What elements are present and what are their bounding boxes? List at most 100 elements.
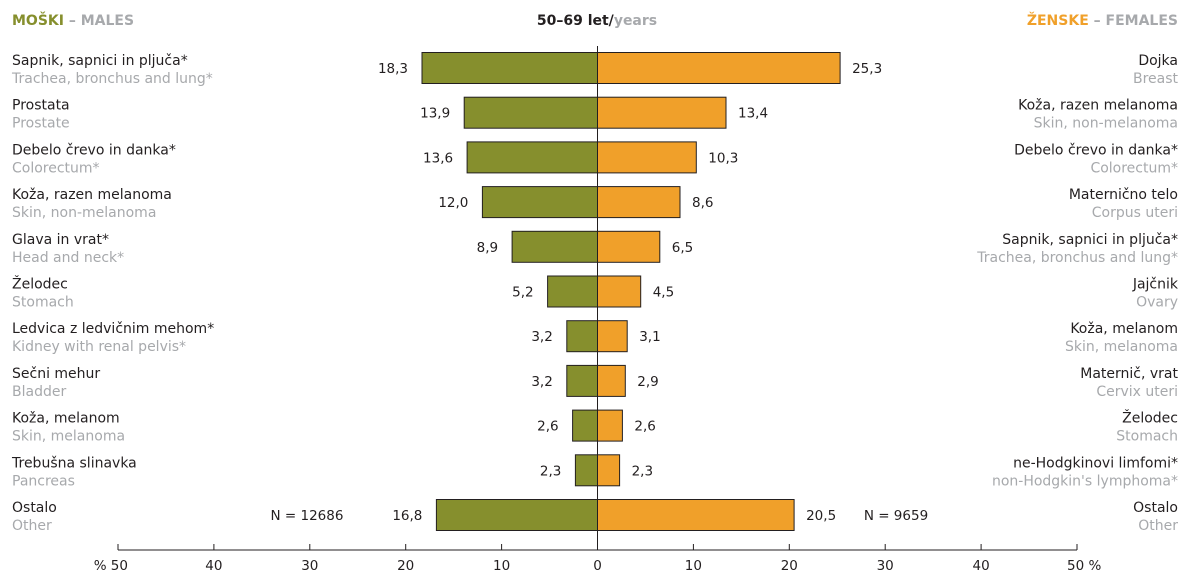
females-bar	[597, 141, 697, 174]
males-category-label: Koža, melanom	[12, 411, 120, 427]
females-value-label: 2,6	[634, 419, 655, 435]
males-category-label-en: Stomach	[12, 295, 74, 311]
females-category-label-en: Breast	[1133, 71, 1179, 87]
females-category-label-en: Cervix uteri	[1096, 384, 1178, 400]
females-bar	[597, 52, 841, 84]
males-category-label: Ledvica z ledvičnim mehom*	[12, 321, 214, 337]
tick-label: 50 %	[1067, 558, 1101, 574]
males-category-label-en: Kidney with renal pelvis*	[12, 339, 186, 355]
males-bar	[572, 409, 598, 442]
females-bar	[597, 96, 727, 129]
females-category-label: Dojka	[1138, 53, 1178, 69]
females-bar	[597, 409, 623, 442]
tick-label: 0	[593, 558, 602, 574]
tick-label: 30	[877, 558, 894, 574]
females-category-label-en: Ovary	[1136, 295, 1178, 311]
males-category-label: Trebušna slinavka	[11, 455, 137, 471]
females-value-label: 8,6	[692, 195, 713, 211]
males-value-label: 16,8	[392, 508, 422, 524]
males-bar	[466, 141, 598, 174]
females-bar	[597, 499, 795, 531]
females-category-label-en: Corpus uteri	[1092, 205, 1178, 221]
males-category-label: Debelo črevo in danka*	[12, 142, 176, 158]
males-category-label: Koža, razen melanoma	[12, 187, 172, 203]
males-bar	[566, 364, 598, 397]
females-category-label-en: Trachea, bronchus and lung*	[976, 250, 1178, 266]
females-value-label: 13,4	[738, 106, 768, 122]
males-category-label-en: Skin, melanoma	[12, 429, 125, 445]
tick-label: 40	[973, 558, 990, 574]
females-category-label: Koža, melanom	[1070, 321, 1178, 337]
males-bar	[566, 320, 598, 353]
males-value-label: 12,0	[438, 195, 468, 211]
males-value-label: 18,3	[378, 61, 408, 77]
males-value-label: 3,2	[531, 374, 552, 390]
males-bar	[421, 52, 598, 84]
tick-label: 40	[205, 558, 222, 574]
males-bar	[511, 230, 598, 263]
tick-label: % 50	[94, 558, 128, 574]
females-category-label-en: non-Hodgkin's lymphoma*	[992, 473, 1178, 489]
females-category-label-en: Skin, melanoma	[1065, 339, 1178, 355]
females-category-label: Sapnik, sapnici in pljuča*	[1002, 232, 1178, 248]
females-bar	[597, 275, 642, 308]
females-category-label: Maternič, vrat	[1080, 366, 1178, 382]
males-value-label: 8,9	[477, 240, 498, 256]
x-axis: % 50 40 30 20 10 0 10 20 30 40 50 %	[94, 46, 1101, 574]
females-value-label: 20,5	[806, 508, 836, 524]
males-category-label-en: Head and neck*	[12, 250, 124, 266]
females-category-label-en: Other	[1138, 518, 1178, 534]
males-bar	[547, 275, 598, 308]
males-bar	[574, 454, 599, 487]
females-bar	[597, 186, 681, 219]
males-total: N = 12686	[271, 508, 344, 524]
females-category-label: Ostalo	[1133, 500, 1178, 516]
males-bar	[481, 186, 598, 219]
females-category-label-en: Stomach	[1116, 429, 1178, 445]
tick-label: 20	[781, 558, 798, 574]
females-category-label: Jajčnik	[1132, 277, 1179, 293]
males-value-label: 5,2	[512, 285, 533, 301]
males-category-label-en: Skin, non-melanoma	[12, 205, 156, 221]
tick-label: 10	[685, 558, 702, 574]
males-category-label-en: Prostate	[12, 116, 70, 132]
males-category-label-en: Bladder	[12, 384, 66, 400]
males-bar	[435, 499, 598, 531]
males-value-label: 13,9	[420, 106, 450, 122]
males-category-label-en: Other	[12, 518, 52, 534]
females-category-label-en: Skin, non-melanoma	[1034, 116, 1178, 132]
females-total: N = 9659	[864, 508, 928, 524]
tick-label: 30	[301, 558, 318, 574]
bars-layer	[421, 52, 841, 531]
females-bar	[597, 230, 661, 263]
males-value-label: 13,6	[423, 150, 453, 166]
chart-title: 50–69 let/years	[537, 13, 657, 29]
labels-layer: 18,3 Sapnik, sapnici in pljuča* Trachea, b…	[11, 53, 1179, 534]
females-category-label: Debelo črevo in danka*	[1014, 142, 1178, 158]
females-value-label: 2,9	[637, 374, 658, 390]
females-category-label: Koža, razen melanoma	[1018, 98, 1178, 114]
males-header: MOŠKI – MALES	[12, 11, 134, 29]
males-value-label: 3,2	[531, 329, 552, 345]
females-category-label: Želodec	[1122, 409, 1178, 427]
tick-label: 20	[397, 558, 414, 574]
tick-label: 10	[493, 558, 510, 574]
males-category-label: Glava in vrat*	[12, 232, 109, 248]
males-category-label: Sapnik, sapnici in pljuča*	[12, 53, 188, 69]
females-header: ŽENSKE – FEMALES	[1027, 12, 1178, 29]
females-value-label: 25,3	[852, 61, 882, 77]
females-value-label: 10,3	[708, 150, 738, 166]
females-value-label: 6,5	[672, 240, 693, 256]
females-bar	[597, 454, 621, 487]
females-bar	[597, 320, 628, 353]
males-category-label: Želodec	[12, 275, 68, 293]
males-category-label: Ostalo	[12, 500, 57, 516]
males-category-label: Sečni mehur	[12, 366, 100, 382]
males-category-label: Prostata	[12, 98, 70, 114]
females-category-label: ne-Hodgkinovi limfomi*	[1013, 455, 1178, 471]
males-category-label-en: Colorectum*	[12, 160, 100, 176]
males-value-label: 2,6	[537, 419, 558, 435]
females-value-label: 2,3	[632, 463, 653, 479]
females-category-label-en: Colorectum*	[1090, 160, 1178, 176]
